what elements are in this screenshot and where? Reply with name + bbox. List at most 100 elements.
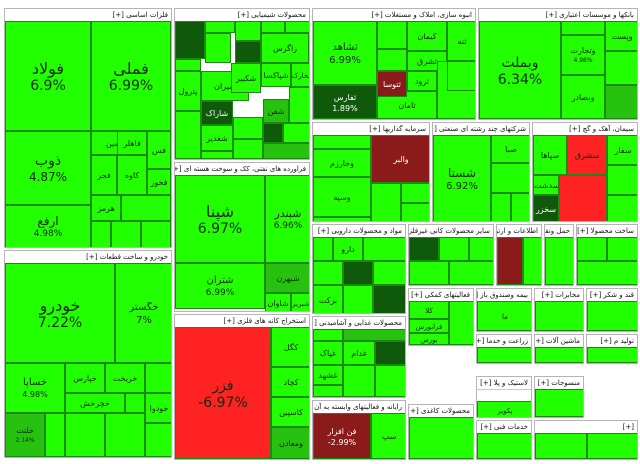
stock-tile[interactable]: ثفارس 1.89% <box>313 85 377 119</box>
stock-tile[interactable]: خودوا <box>145 393 171 423</box>
stock-tile[interactable]: کاوه <box>117 155 147 195</box>
stock-tile[interactable] <box>587 347 637 363</box>
stock-tile[interactable]: کلا <box>409 301 449 319</box>
stock-tile[interactable] <box>313 217 371 221</box>
expand-toggle[interactable]: [+] <box>535 337 544 345</box>
sector-group[interactable]: سایر محصولات کانی غیرفلزی [+] <box>408 224 494 286</box>
stock-tile[interactable] <box>285 21 309 33</box>
expand-toggle[interactable]: [+] <box>371 11 383 19</box>
sector-group[interactable]: محصولات کاغذی [+] <box>408 404 474 460</box>
stock-tile[interactable] <box>577 237 607 261</box>
stock-tile[interactable]: صبا <box>491 135 529 163</box>
stock-tile[interactable] <box>201 151 233 159</box>
stock-tile[interactable] <box>409 261 449 285</box>
stock-tile[interactable]: خساپا 4.98% <box>5 363 65 413</box>
stock-tile[interactable] <box>175 21 205 59</box>
expand-toggle[interactable]: [+] <box>541 291 554 299</box>
stock-tile[interactable]: خپارس <box>65 363 105 393</box>
stock-tile[interactable]: شبریز <box>291 293 309 311</box>
expand-toggle[interactable]: [+] <box>317 227 330 235</box>
stock-tile[interactable] <box>535 301 583 331</box>
stock-tile[interactable]: فملی 6.99% <box>91 21 171 131</box>
stock-tile[interactable] <box>469 237 493 261</box>
stock-tile[interactable]: فولاد 6.9% <box>5 21 91 131</box>
sector-group[interactable]: مواد و محصولات دارویی [+] دارو برکت <box>312 224 406 314</box>
sector-group[interactable]: ساخت محصولا [+] <box>576 224 638 286</box>
stock-tile[interactable] <box>587 433 637 459</box>
stock-tile[interactable] <box>491 163 529 193</box>
expand-toggle[interactable]: [+] <box>237 11 249 19</box>
stock-tile[interactable] <box>91 221 111 247</box>
stock-tile[interactable] <box>449 301 473 345</box>
stock-tile[interactable] <box>313 261 343 285</box>
stock-tile[interactable]: شپاکسا <box>261 63 291 87</box>
stock-tile[interactable]: دارو <box>333 237 363 261</box>
sector-group[interactable]: زراعت و خدما [+] <box>476 334 532 364</box>
stock-tile[interactable] <box>175 59 201 71</box>
stock-tile[interactable] <box>535 347 583 363</box>
expand-toggle[interactable]: [+] <box>545 11 557 19</box>
expand-toggle[interactable]: [+] <box>411 291 423 299</box>
stock-tile[interactable]: خگستر 7% <box>115 263 171 363</box>
stock-tile[interactable] <box>313 329 343 341</box>
stock-tile[interactable]: ثتوسا <box>377 71 407 97</box>
stock-tile[interactable]: سخزر <box>533 195 559 221</box>
sector-group[interactable]: قند و شکر [+] <box>586 288 638 332</box>
expand-toggle[interactable]: [+] <box>112 11 124 19</box>
sector-group[interactable]: [+] <box>534 420 638 460</box>
stock-tile[interactable]: شاوان <box>265 293 291 311</box>
stock-tile[interactable] <box>607 165 637 195</box>
expand-toggle[interactable]: [+] <box>480 423 492 431</box>
stock-tile[interactable] <box>477 433 531 459</box>
sector-group[interactable]: سرمایه گذاریها [+] وخارزم والبر وسپه <box>312 122 430 222</box>
stock-tile[interactable]: شستا 6.92% <box>433 135 491 221</box>
stock-tile[interactable]: شبندر 6.96% <box>265 175 309 263</box>
stock-tile[interactable]: کیمان <box>407 21 447 51</box>
stock-tile[interactable]: والبر <box>371 135 429 183</box>
sector-group[interactable]: انبوه سازی، املاک و مستغلات [+] ثشاهد 6.99… <box>312 8 476 120</box>
sector-group[interactable]: لاستیک و پلا [+] پکویر <box>476 376 532 418</box>
stock-tile[interactable] <box>577 261 637 285</box>
stock-tile[interactable] <box>263 143 309 159</box>
stock-tile[interactable] <box>343 365 375 397</box>
stock-tile[interactable]: کچاد <box>271 367 309 397</box>
stock-tile[interactable]: سفار <box>607 135 637 165</box>
expand-toggle[interactable]: [+] <box>477 337 485 345</box>
stock-tile[interactable] <box>175 111 201 159</box>
sector-group[interactable]: مخابرات [+] <box>534 288 584 332</box>
stock-tile[interactable]: کاسپین <box>271 397 309 427</box>
stock-tile[interactable]: شاراک <box>201 101 233 125</box>
sector-group[interactable]: استخراج کانه های فلزی [+] فزر -6.97% کگل کچا… <box>174 314 310 460</box>
stock-tile[interactable] <box>371 183 401 221</box>
stock-tile[interactable]: پکویر <box>477 401 531 417</box>
stock-tile[interactable]: سشرق <box>567 135 607 175</box>
stock-tile[interactable] <box>409 417 473 459</box>
stock-tile[interactable]: وسپه <box>313 177 371 217</box>
sector-group[interactable]: بانکها و موسسات اعتباری [+] وبملت 6.34% وتج… <box>478 8 638 120</box>
stock-tile[interactable] <box>373 285 405 313</box>
stock-tile[interactable] <box>447 61 475 91</box>
sector-group[interactable]: سیمان، آهک و گچ [+] سپاها سشرق سدشت سفار سخزر <box>532 122 638 222</box>
sector-header[interactable]: لاستیک و پلا [+] <box>477 377 531 390</box>
stock-tile[interactable] <box>205 21 235 33</box>
sector-group[interactable]: فلزات اساسی [+] فملی 6.99% فولاد 6.9% ذوب 4.87… <box>4 8 172 248</box>
stock-tile[interactable]: فس <box>147 131 171 169</box>
stock-tile[interactable] <box>313 237 333 261</box>
stock-tile[interactable] <box>523 237 541 285</box>
stock-tile[interactable]: فزر -6.97% <box>175 327 271 459</box>
stock-tile[interactable]: وخارزم <box>313 149 371 177</box>
stock-tile[interactable]: سدشت <box>533 175 559 195</box>
sector-group[interactable]: حمل ونقل، انبارداری [+] <box>544 224 574 286</box>
stock-tile[interactable] <box>377 49 407 71</box>
stock-tile[interactable] <box>605 85 637 119</box>
stock-tile[interactable] <box>409 237 439 261</box>
sector-group[interactable]: فراورده های نفتی، کک و سوخت هسته ای [+] ش… <box>174 162 310 312</box>
stock-tile[interactable]: ومعادن <box>271 427 309 459</box>
stock-tile[interactable]: خچرخش <box>65 393 125 413</box>
expand-toggle[interactable]: [+] <box>433 125 437 133</box>
stock-tile[interactable]: وبملت 6.34% <box>479 21 561 119</box>
sector-group[interactable]: محصولات غذایی و آشامیدنی [+] غپاک غشهد غدام <box>312 316 406 398</box>
stock-tile[interactable]: ما <box>477 301 531 331</box>
expand-toggle[interactable]: [+] <box>577 227 589 235</box>
